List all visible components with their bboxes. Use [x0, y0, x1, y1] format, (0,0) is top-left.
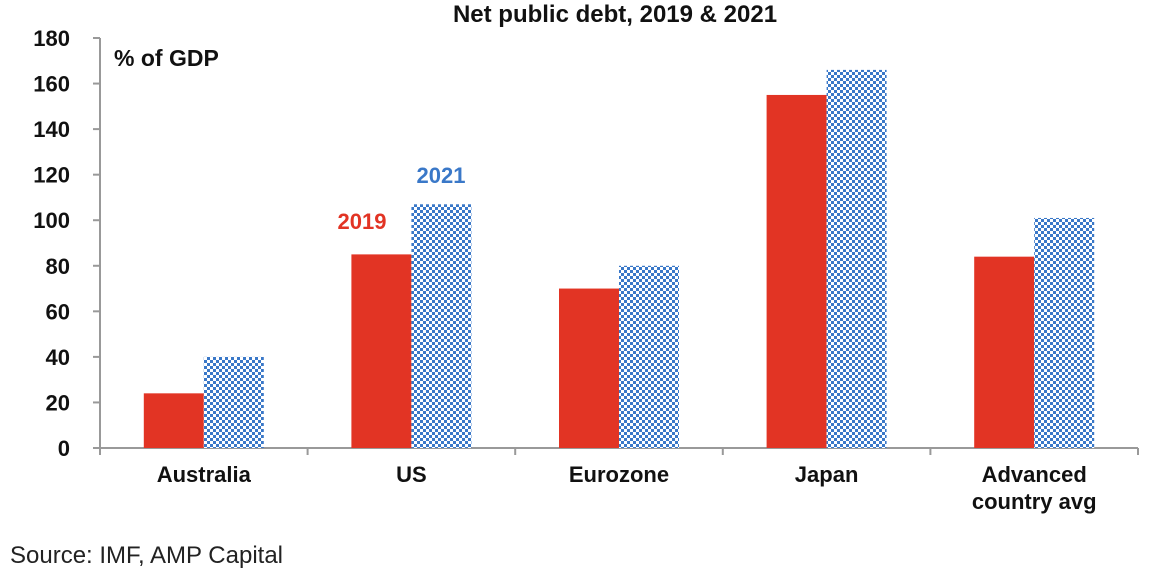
bar-2019	[766, 94, 827, 448]
bar-2021	[619, 265, 679, 448]
y-tick-label: 80	[46, 254, 70, 279]
y-tick-label: 120	[33, 163, 70, 188]
y-tick-label: 40	[46, 345, 70, 370]
bar-2021	[411, 204, 472, 448]
chart-title: Net public debt, 2019 & 2021	[453, 1, 777, 28]
y-axis: 0 20 40 60 80 100 120 140 160 180	[33, 26, 101, 461]
series-label-2019: 2019	[338, 209, 387, 234]
y-tick-label: 180	[33, 26, 70, 51]
x-category-label: Eurozone	[569, 462, 669, 487]
bar-2021	[203, 356, 264, 448]
category-labels: Australia US Eurozone Japan Advanced country …	[157, 462, 1097, 514]
x-category-label: Australia	[157, 462, 252, 487]
x-axis	[99, 447, 1139, 455]
source-note: Source: IMF, AMP Capital	[10, 542, 283, 569]
bar-2019	[143, 393, 204, 448]
y-tick-label: 100	[33, 208, 70, 233]
bar-2021	[1034, 217, 1095, 448]
series-label-2021: 2021	[417, 163, 466, 188]
y-tick-label: 0	[58, 436, 70, 461]
unit-label: % of GDP	[114, 45, 219, 71]
x-category-label: Advanced country avg	[972, 462, 1097, 514]
bar-2021	[826, 69, 887, 448]
bar-2019	[559, 288, 619, 448]
bar-2019	[974, 256, 1035, 448]
x-category-label: Japan	[795, 462, 859, 487]
bars	[143, 69, 1095, 448]
y-tick-label: 160	[33, 72, 70, 97]
y-tick-label: 20	[46, 390, 70, 415]
bar-2019	[351, 254, 412, 448]
y-tick-label: 140	[33, 117, 70, 142]
y-tick-label: 60	[46, 299, 70, 324]
x-category-label: US	[396, 462, 427, 487]
